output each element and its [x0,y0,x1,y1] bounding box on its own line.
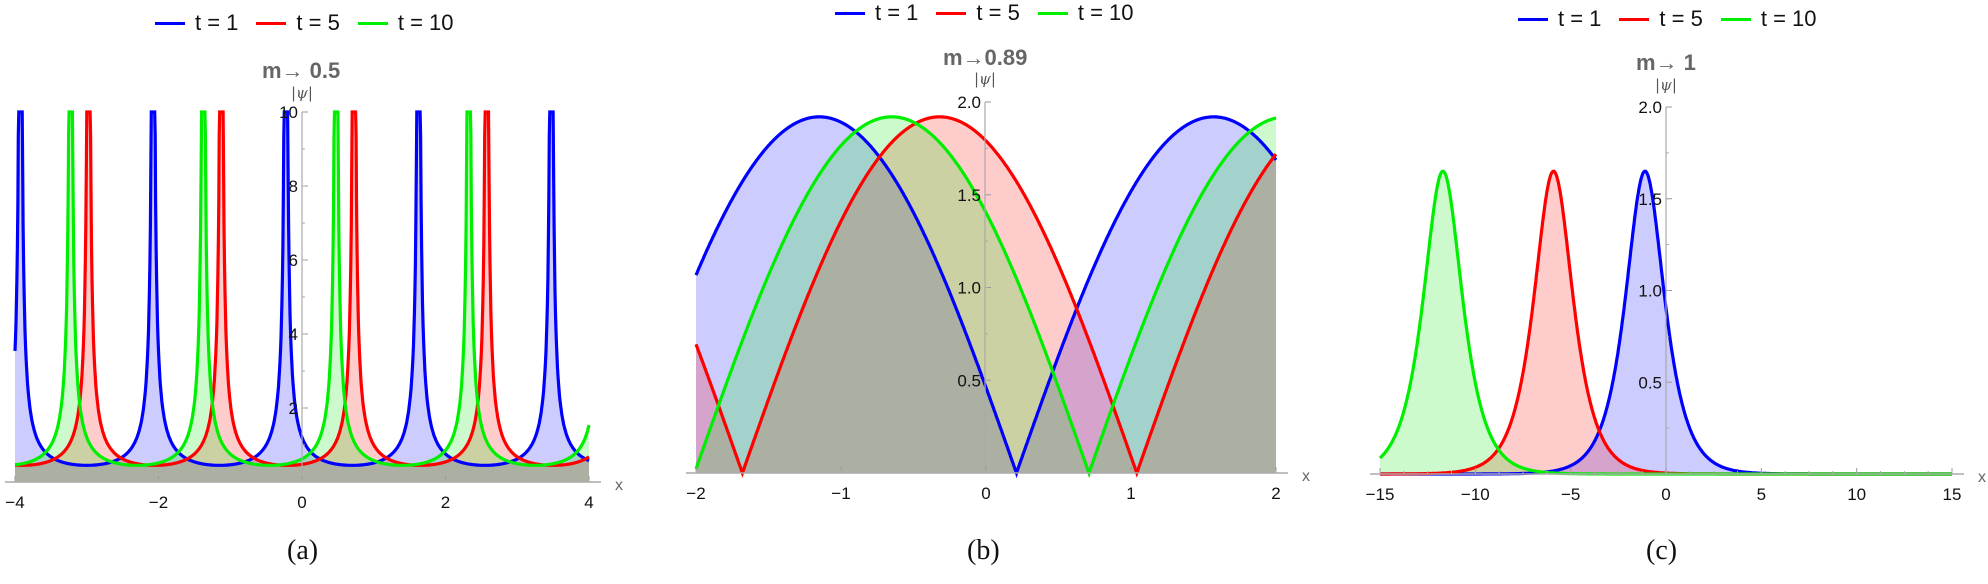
legend-label: t = 1 [1558,6,1602,31]
y-axis-label-c: |ψ| [1655,76,1677,94]
y-tick-label: 2.0 [1638,98,1662,117]
legend-label: t = 5 [1659,6,1703,31]
panel-title-a: m→ 0.5 [262,58,341,83]
y-tick-label: 10 [279,103,298,122]
red-line-icon [256,21,287,25]
x-tick-label: 0 [297,493,306,512]
legend-item-t5: t = 5 [1619,6,1703,32]
x-tick-label: −10 [1461,485,1490,504]
legend-b: t = 1 t = 5 t = 10 [835,0,1134,26]
legend-label: t = 10 [1077,0,1134,25]
y-axis-label-a: |ψ| [291,84,313,102]
y-tick-label: 0.5 [957,371,981,390]
red-line-icon [1619,17,1650,21]
y-tick-label: 1.5 [957,186,981,205]
y-tick-label: 6 [289,251,298,270]
series-line [694,115,1277,479]
area-fill [696,116,1276,474]
x-tick-label: 5 [1757,485,1766,504]
legend-item-t10: t = 10 [1720,6,1817,32]
x-axis-label: x [1302,468,1310,485]
y-tick-label: 2 [289,399,298,418]
legend-label: t = 1 [195,10,239,35]
area-fill [1380,171,1952,474]
panel-title-b: m→0.89 [943,45,1028,70]
legend-a: t = 1 t = 5 t = 10 [155,10,454,36]
x-tick-label: 1 [1126,484,1135,503]
green-line-icon [357,21,388,25]
blue-line-icon [1518,17,1548,21]
legend-item-t1: t = 1 [835,0,918,26]
legend-label: t = 10 [1760,6,1817,31]
blue-line-icon [835,11,865,15]
x-tick-label: −5 [1561,485,1580,504]
panel-title-c: m→ 1 [1636,50,1696,75]
y-tick-label: 1.5 [1638,190,1662,209]
legend-label: t = 10 [397,10,454,35]
blue-line-icon [155,21,185,25]
y-tick-label: 8 [289,177,298,196]
area-fill [696,116,1276,474]
caption-c: (c) [1646,535,1678,566]
legend-item-t1: t = 1 [155,10,238,36]
y-tick-label: 0.5 [1638,373,1662,392]
legend-label: t = 5 [296,10,340,35]
legend-c: t = 1 t = 5 t = 10 [1518,6,1817,32]
legend-item-t10: t = 10 [1037,0,1134,26]
x-tick-label: 0 [1661,485,1670,504]
chart-panel-a: −4 −2 0 2 4 2 4 6 8 10 x [5,103,623,512]
green-line-icon [1720,17,1751,21]
area-fill [15,112,589,482]
legend-label: t = 1 [875,0,919,25]
y-tick-label: 2.0 [957,93,981,112]
series-line [694,115,1278,479]
x-tick-label: −1 [831,484,850,503]
x-tick-label: −15 [1366,485,1395,504]
y-axis-label-b: |ψ| [974,70,996,88]
chart-panel-c: −15 −10 −5 0 5 10 15 0.5 1.0 1.5 2.0 x [1366,98,1986,504]
legend-label: t = 5 [976,0,1020,25]
y-tick-label: 4 [289,325,298,344]
x-tick-label: 0 [981,484,990,503]
x-tick-label: 10 [1847,485,1866,504]
legend-item-t5: t = 5 [936,0,1020,26]
chart-panel-b: −2 −1 0 1 2 0.5 1.0 1.5 2.0 x [686,93,1310,503]
x-tick-label: 4 [584,493,593,512]
series-line [694,115,1278,478]
x-axis-label: x [1978,469,1986,486]
x-tick-label: −2 [149,493,168,512]
x-tick-label: −4 [5,493,24,512]
x-tick-label: 15 [1943,485,1962,504]
green-line-icon [1037,11,1068,15]
area-fill [1380,171,1952,474]
y-tick-label: 1.0 [1638,282,1662,301]
legend-item-t1: t = 1 [1518,6,1601,32]
legend-item-t5: t = 5 [256,10,340,36]
caption-a: (a) [287,535,319,566]
area-fill [15,112,589,482]
x-axis-label: x [615,477,623,494]
x-tick-label: −2 [686,484,705,503]
legend-item-t10: t = 10 [357,10,454,36]
x-tick-label: 2 [441,493,450,512]
caption-b: (b) [967,535,1000,566]
area-fill [696,116,1276,474]
x-tick-label: 2 [1271,484,1280,503]
red-line-icon [936,11,967,15]
y-tick-label: 1.0 [957,279,981,298]
